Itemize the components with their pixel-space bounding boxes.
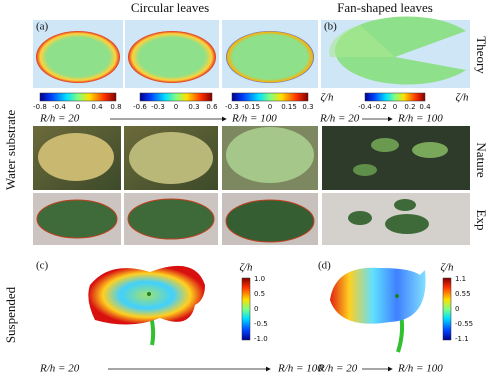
- panel-label: (b): [324, 21, 337, 33]
- sweep-start: R/h = 20: [39, 363, 80, 375]
- colorbar-tick: -0.3: [225, 103, 239, 111]
- colorbar: [442, 277, 452, 341]
- colorbar-label: ζ/h: [320, 92, 334, 104]
- colorbar: [241, 277, 251, 341]
- photo-leaf: [36, 199, 118, 239]
- colorbar-tick: -0.15: [242, 103, 260, 111]
- leaf-center: [395, 294, 399, 298]
- colorbar-tick: 0.5: [254, 290, 265, 298]
- sweep-end: R/h = 100: [277, 363, 323, 375]
- colorbar: [231, 92, 309, 102]
- colorbar-tick: 1.0: [254, 275, 265, 283]
- sweep-start: R/h = 20: [319, 113, 360, 125]
- colorbar-tick: 0.2: [404, 103, 415, 111]
- colorbar-tick: -0.6: [133, 103, 147, 111]
- leaf-suspended: [330, 267, 426, 324]
- photo-leaf: [38, 133, 114, 181]
- panel-label: (a): [36, 21, 49, 33]
- colorbar-tick: 0: [254, 305, 258, 313]
- colorbar-tick: 0.8: [110, 103, 121, 111]
- row-label: Exp: [474, 210, 489, 231]
- panel-label: (d): [318, 260, 331, 272]
- photo-leaf: [371, 138, 399, 152]
- row-label: Nature: [474, 142, 489, 178]
- fan-shade: [329, 25, 395, 57]
- photo-leaf: [385, 214, 429, 234]
- colorbar-tick: 1.1: [455, 275, 466, 283]
- photo: [322, 126, 470, 190]
- colorbar-label: ζ/h: [239, 262, 253, 274]
- sweep-end: R/h = 100: [397, 363, 443, 375]
- colorbar-tick: -0.3: [151, 103, 165, 111]
- colorbar-tick: -0.2: [373, 103, 387, 111]
- colorbar-tick: 0.3: [302, 103, 313, 111]
- leaf-center: [147, 292, 151, 296]
- photo-leaf: [353, 164, 377, 176]
- colorbar-tick: 0.55: [455, 290, 471, 298]
- leaf-theory: [36, 31, 120, 83]
- colorbar-tick: -0.55: [455, 320, 473, 328]
- photo-leaf: [226, 127, 314, 183]
- colorbar-tick: 0: [76, 103, 80, 111]
- colorbar-tick: -1.1: [455, 335, 469, 343]
- photo-leaf: [394, 199, 416, 211]
- photo-leaf: [225, 199, 315, 243]
- colorbar-tick: -0.4: [52, 103, 66, 111]
- colorbar-tick: 0: [393, 103, 397, 111]
- photo-leaf: [129, 132, 213, 184]
- colorbar-tick: -0.4: [358, 103, 372, 111]
- sweep-start: R/h = 20: [317, 363, 358, 375]
- colorbar-tick: 0: [268, 103, 272, 111]
- header: Circular leaves: [131, 0, 209, 15]
- panel-label: (c): [36, 260, 49, 272]
- photo-leaf: [348, 211, 372, 225]
- colorbar-tick: 0.3: [188, 103, 199, 111]
- header: Fan-shaped leaves: [337, 0, 433, 15]
- leaf-theory: [128, 31, 216, 83]
- colorbar-tick: 0.15: [281, 103, 297, 111]
- sweep-start: R/h = 20: [39, 113, 80, 125]
- colorbar-tick: -0.5: [254, 320, 268, 328]
- leaf-theory: [226, 31, 314, 83]
- colorbar-tick: -1.0: [254, 335, 268, 343]
- leaf-suspended: [88, 265, 205, 325]
- photo-leaf: [412, 142, 448, 158]
- colorbar-label: ζ/h: [440, 262, 454, 274]
- row-label: Suspended: [3, 286, 18, 343]
- colorbar-tick: 0.4: [91, 103, 103, 111]
- colorbar-tick: -0.8: [33, 103, 47, 111]
- sweep-end: R/h = 100: [397, 113, 443, 125]
- colorbar-label: ζ/h: [455, 92, 469, 104]
- row-label: Water substrate: [3, 110, 18, 190]
- colorbar: [39, 92, 117, 102]
- row-label: Theory: [474, 36, 489, 74]
- colorbar-tick: 0.4: [419, 103, 431, 111]
- colorbar-tick: 0: [455, 305, 459, 313]
- colorbar-tick: 0.6: [206, 103, 218, 111]
- colorbar: [139, 92, 213, 102]
- sweep-end: R/h = 100: [231, 113, 277, 125]
- colorbar: [364, 92, 426, 102]
- photo-leaf: [127, 198, 215, 240]
- colorbar-tick: 0: [174, 103, 178, 111]
